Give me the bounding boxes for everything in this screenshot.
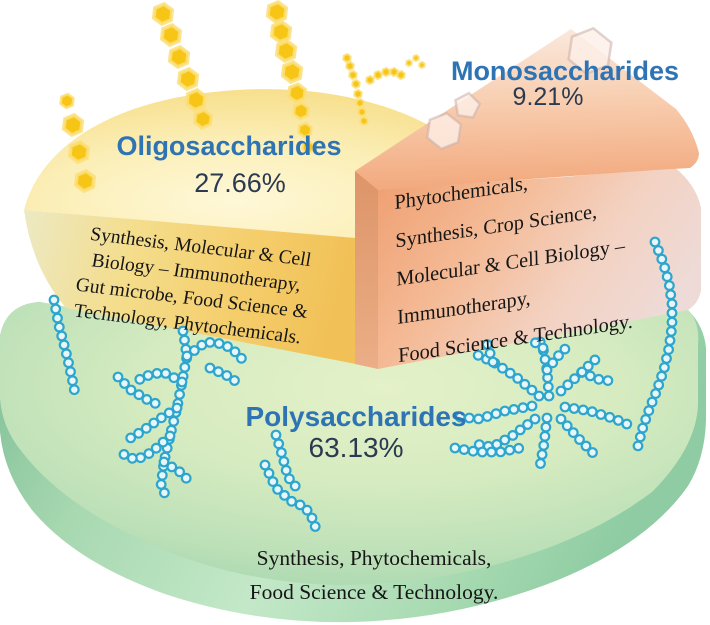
polysaccharide-bead-chain-icons [48,236,678,532]
annotation-line: Food Science & Technology. [249,580,499,604]
monosaccharide-ring-icons [425,26,613,151]
oligosaccharides-slice-face [24,210,356,364]
oligosaccharides-slice-top [24,89,490,239]
polysaccharides-research-areas: Synthesis, Phytochemicals, Food Science … [199,541,549,609]
monosaccharides-slice-left-face [355,171,378,369]
annotation-line: Synthesis, Phytochemicals, [256,546,492,570]
monosaccharides-slice-face [378,167,701,369]
oligosaccharide-chain-icons [59,0,426,194]
